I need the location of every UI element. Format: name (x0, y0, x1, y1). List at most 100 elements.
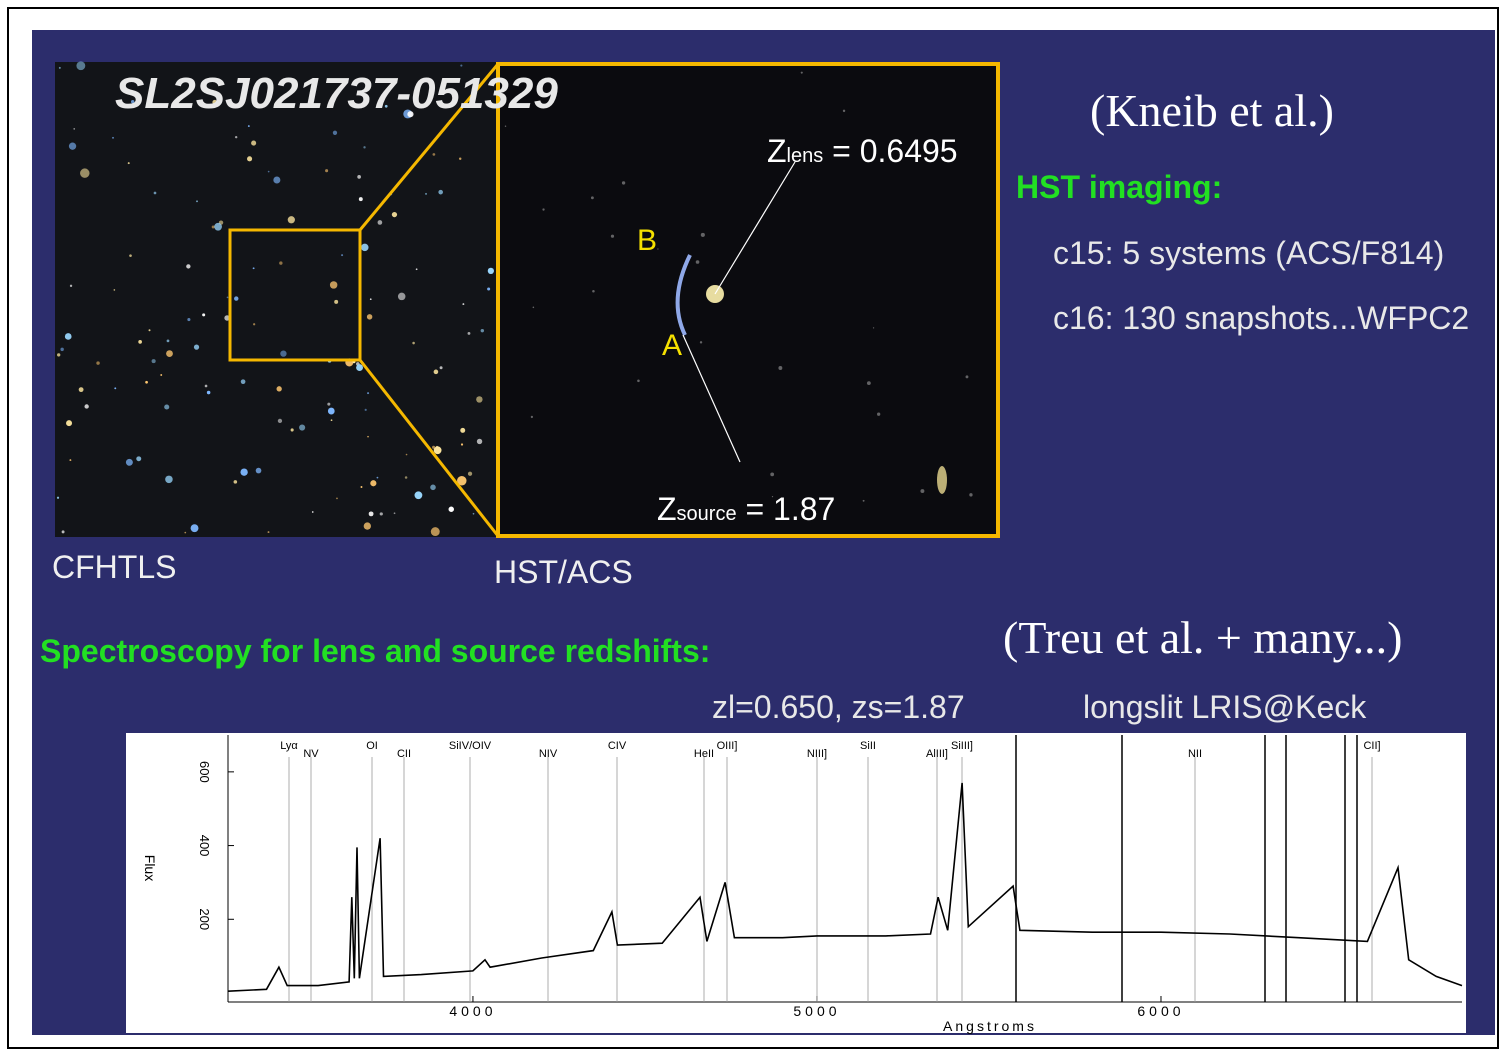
z-symbol: Z (767, 133, 787, 169)
star (778, 366, 782, 370)
star (533, 307, 535, 309)
star (256, 468, 262, 474)
star (461, 443, 463, 445)
star (333, 131, 337, 135)
x-axis-label: Angstroms (943, 1018, 1037, 1034)
star (331, 419, 333, 421)
star (394, 512, 396, 514)
star (369, 511, 374, 516)
star (248, 125, 250, 127)
star (65, 333, 72, 340)
line-id: OIII] (717, 740, 738, 752)
star (412, 342, 415, 345)
star (966, 375, 969, 378)
star (696, 260, 700, 264)
star (460, 65, 462, 67)
star (468, 472, 472, 476)
star (69, 143, 76, 150)
image-label: A (662, 329, 682, 362)
star (622, 181, 625, 184)
star (415, 491, 423, 499)
star (251, 141, 256, 146)
star (96, 361, 99, 364)
star (80, 168, 89, 177)
star (370, 480, 376, 486)
star (334, 300, 338, 304)
z-symbol: Z (657, 491, 677, 527)
star (328, 408, 335, 415)
star (701, 233, 705, 237)
star (84, 404, 88, 408)
heading: HST imaging: (1016, 169, 1222, 205)
star (433, 153, 436, 156)
x-tick-label: 5000 (793, 1003, 840, 1019)
star (69, 459, 71, 461)
star (392, 212, 397, 217)
star (361, 244, 369, 252)
star (378, 220, 383, 225)
star (253, 267, 255, 269)
star (66, 420, 72, 426)
star (114, 289, 116, 291)
star (184, 532, 186, 534)
star (477, 439, 482, 444)
y-axis-label: Flux (142, 855, 158, 881)
image-label: B (637, 224, 657, 257)
star (128, 162, 130, 164)
star (365, 409, 367, 411)
star (196, 200, 198, 202)
star (476, 396, 482, 402)
star (449, 507, 454, 512)
star (152, 359, 156, 363)
line-id: CIV (608, 740, 627, 752)
star (205, 385, 208, 388)
line-id: SiII (860, 740, 876, 752)
star (367, 392, 369, 394)
star (126, 459, 133, 466)
list-item: c16: 130 snapshots...WFPC2 (1053, 300, 1469, 336)
star (357, 175, 361, 179)
star (62, 530, 65, 533)
star (611, 235, 614, 238)
star (327, 403, 330, 406)
star (431, 527, 440, 536)
star (531, 416, 533, 418)
slide: SL2SJ021737-051329 CFHTLS HST/ACS B A Zl… (0, 0, 1505, 1052)
caption: CFHTLS (52, 549, 176, 585)
star (114, 387, 116, 389)
star (462, 303, 464, 305)
redshifts: zl=0.650, zs=1.87 (712, 689, 965, 725)
star (637, 380, 640, 383)
star (770, 472, 774, 476)
star (166, 350, 173, 357)
star (138, 340, 142, 344)
star (336, 498, 338, 500)
line-id: HeII (694, 748, 714, 760)
star (288, 216, 295, 223)
star (154, 192, 157, 195)
star (863, 500, 865, 502)
star (398, 293, 406, 301)
star (356, 364, 363, 371)
line-id: NIV (539, 748, 558, 760)
star (430, 485, 436, 491)
star (341, 254, 343, 256)
star (438, 190, 443, 195)
line-id: SiIII] (951, 740, 973, 752)
star (186, 264, 190, 268)
line-id: SiIV/OIV (449, 740, 492, 752)
star (325, 169, 328, 172)
star (406, 454, 408, 456)
star (278, 419, 282, 423)
z-subscript: source (677, 503, 737, 525)
star (364, 522, 371, 529)
star (873, 327, 874, 328)
star (149, 329, 151, 331)
star (227, 297, 229, 299)
star (487, 288, 490, 291)
star (73, 128, 75, 130)
star (112, 137, 114, 139)
star (57, 497, 59, 499)
star (60, 348, 63, 351)
star (377, 477, 379, 479)
